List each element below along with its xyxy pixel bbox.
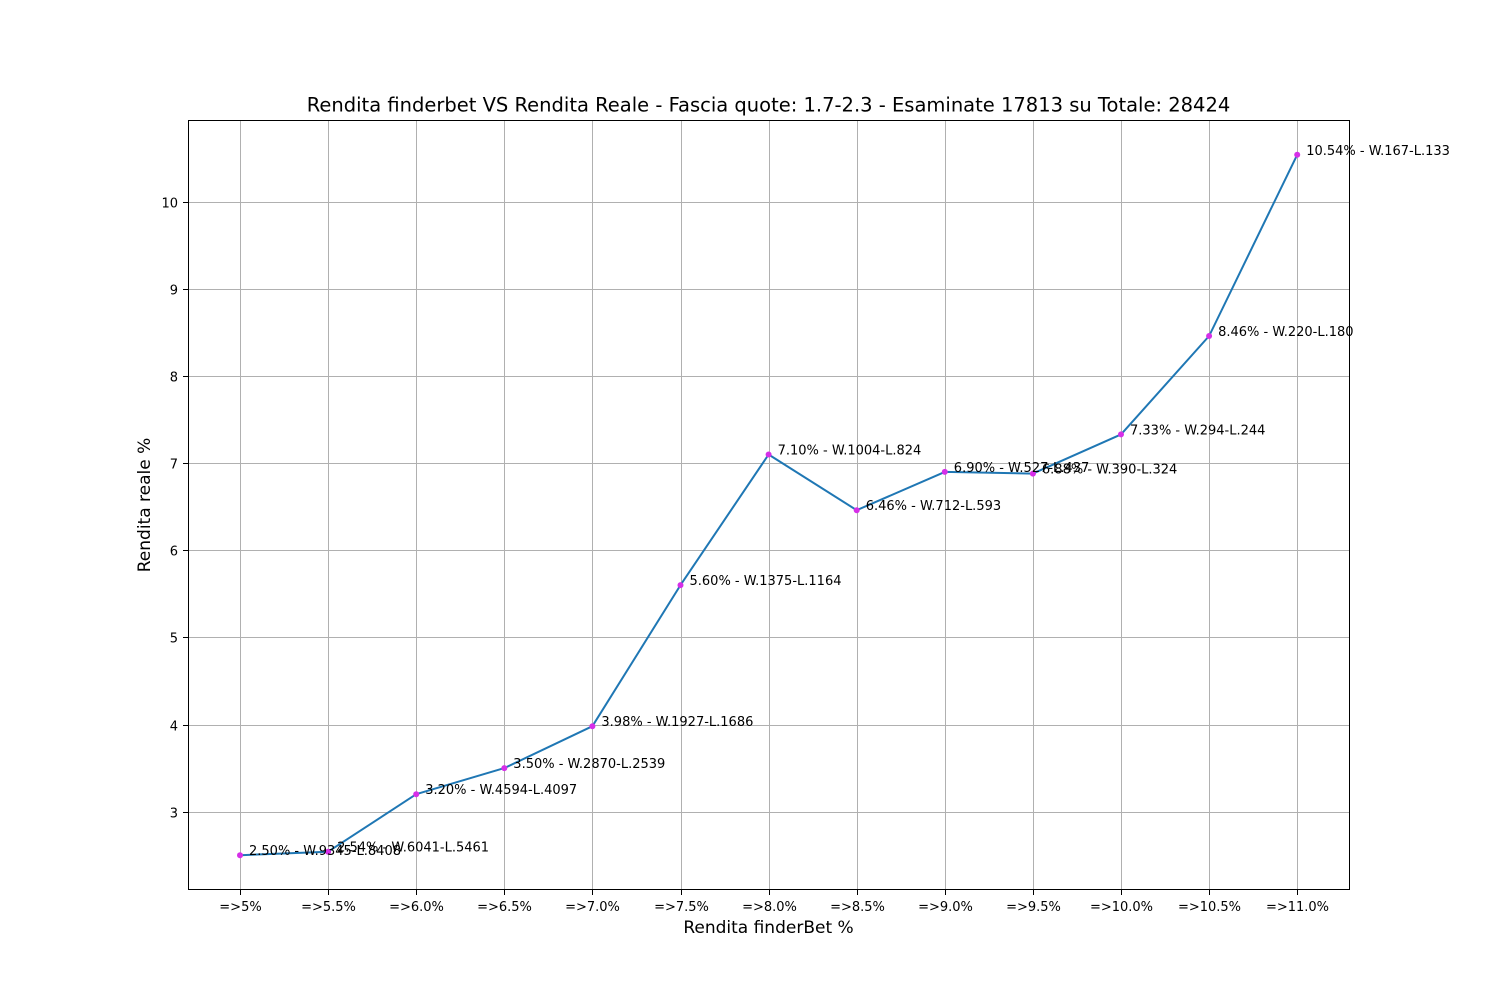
data-label: 5.60% - W.1375-L.1164 — [690, 574, 842, 589]
data-label: 3.50% - W.2870-L.2539 — [513, 757, 665, 772]
grid — [188, 120, 1350, 890]
x-axis-ticks: =>5% =>5.5% =>6.0% =>6.5% =>7.0% =>7.5% =>8.0%… — [219, 890, 1329, 915]
data-label: 3.98% - W.1927-L.1686 — [601, 715, 753, 730]
x-tick-label: =>8.0% — [742, 900, 797, 915]
x-tick-label: =>10.0% — [1090, 900, 1153, 915]
data-point — [1118, 431, 1124, 438]
x-tick-label: =>7.0% — [565, 900, 620, 915]
x-tick-label: =>8.5% — [830, 900, 885, 915]
y-tick-label: 5 — [170, 632, 178, 647]
series-line — [239, 154, 1299, 857]
data-point — [1294, 151, 1301, 158]
data-label: 2.54% - W.6041-L.5461 — [337, 841, 489, 856]
data-point — [1206, 333, 1213, 339]
data-point — [765, 451, 772, 458]
data-point — [413, 791, 420, 798]
y-tick-label: 3 — [170, 807, 178, 822]
chart-title: Rendita finderbet VS Rendita Reale - Fas… — [307, 94, 1231, 117]
x-tick-label: =>7.5% — [654, 900, 709, 915]
x-axis-title: Rendita finderBet % — [683, 918, 853, 938]
data-point — [941, 468, 948, 475]
y-tick-label: 8 — [170, 371, 178, 386]
x-tick-label: =>5% — [219, 900, 261, 915]
data-markers — [237, 151, 1301, 859]
y-axis-title: Rendita reale % — [135, 438, 155, 573]
x-tick-label: =>10.5% — [1178, 900, 1241, 915]
y-tick-label: 4 — [170, 720, 178, 735]
data-label: 6.90% - W.527-L.437 — [954, 461, 1089, 476]
y-axis-ticks: 3 4 5 6 7 8 9 10 — [161, 197, 188, 822]
y-tick-label: 7 — [170, 458, 178, 473]
data-point — [589, 723, 596, 730]
data-label: 7.10% - W.1004-L.824 — [778, 444, 922, 459]
data-label: 7.33% - W.294-L.244 — [1130, 423, 1265, 438]
x-tick-label: =>11.0% — [1266, 900, 1329, 915]
x-tick-label: =>5.5% — [301, 900, 356, 915]
data-point — [237, 852, 243, 859]
data-point — [501, 765, 508, 772]
data-label: 6.46% - W.712-L.593 — [866, 499, 1001, 514]
data-point — [325, 848, 332, 855]
data-label: 2.50% - W.9345-L.8408 — [249, 844, 401, 859]
data-point — [677, 582, 684, 589]
data-label: 10.54% - W.167-L.133 — [1306, 144, 1450, 159]
data-point — [853, 507, 860, 514]
y-tick-label: 10 — [161, 197, 178, 212]
x-tick-label: =>6.0% — [389, 900, 444, 915]
x-tick-label: =>9.5% — [1006, 900, 1061, 915]
y-tick-label: 6 — [170, 545, 178, 560]
x-tick-label: =>9.0% — [918, 900, 973, 915]
data-label: 6.88% - W.390-L.324 — [1042, 463, 1177, 478]
plot-frame — [188, 120, 1350, 890]
data-label: 8.46% - W.220-L.180 — [1218, 325, 1353, 340]
x-tick-label: =>6.5% — [477, 900, 532, 915]
series-polyline — [239, 154, 1299, 857]
y-tick-label: 9 — [170, 284, 178, 299]
data-label: 3.20% - W.4594-L.4097 — [425, 783, 577, 798]
data-point — [1029, 470, 1036, 477]
